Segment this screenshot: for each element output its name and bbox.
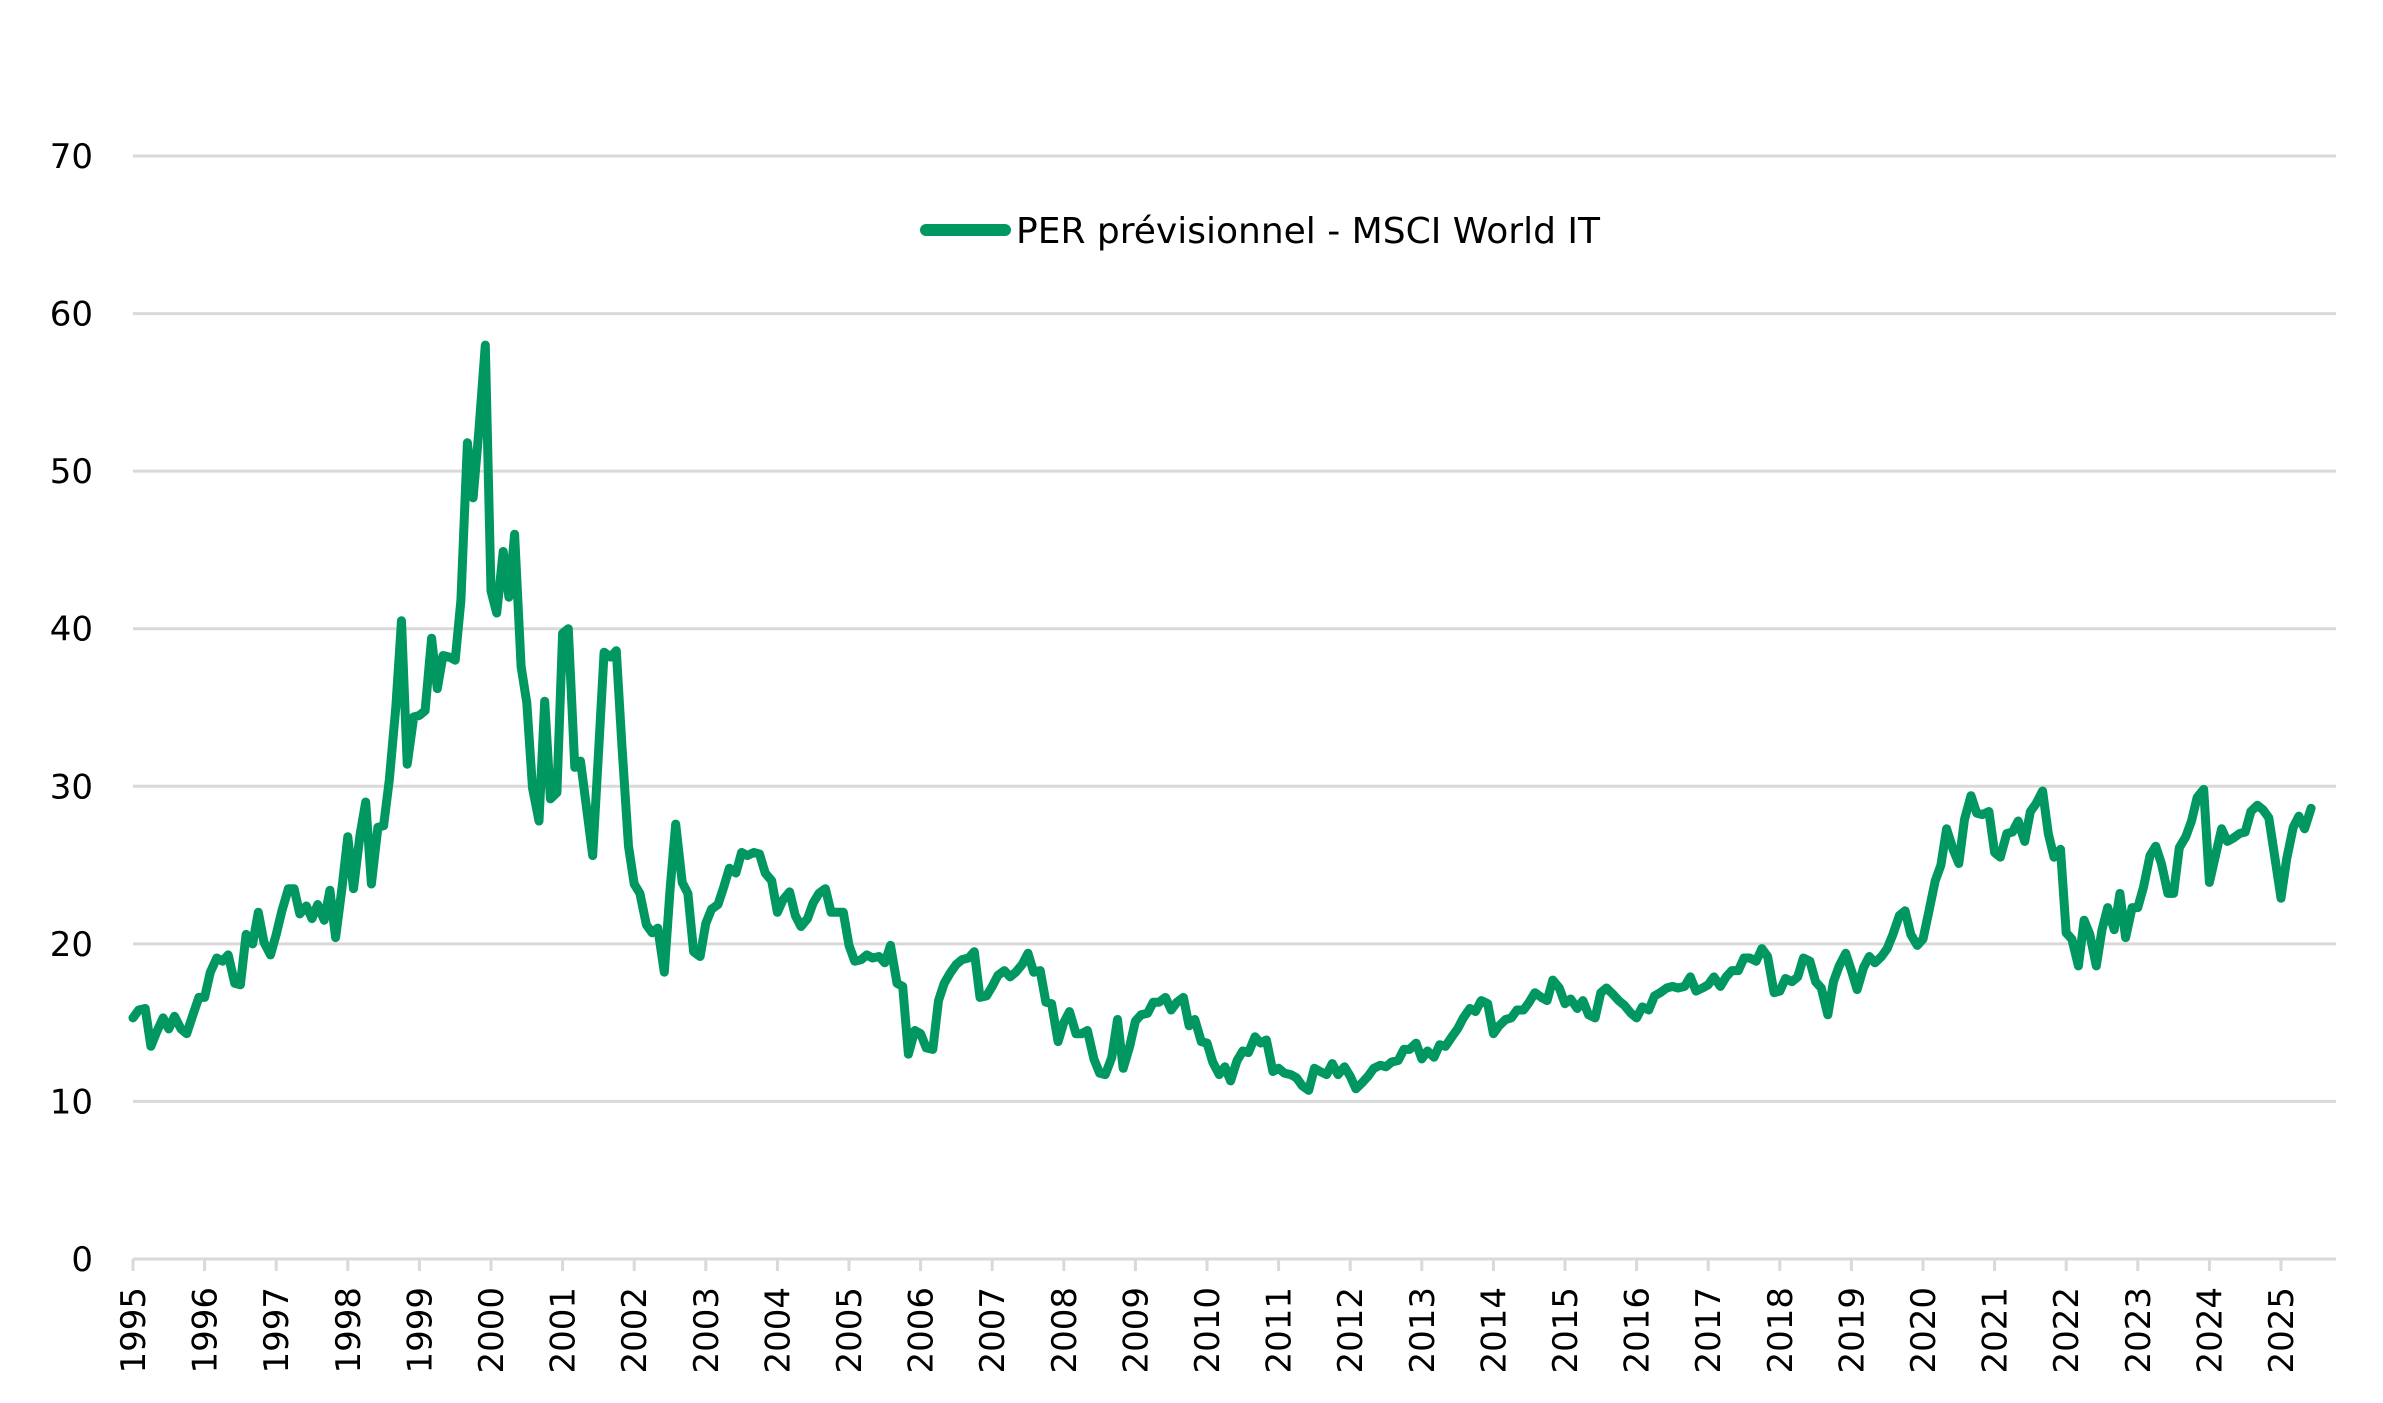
x-tick-label: 2009 xyxy=(1116,1287,1156,1374)
x-tick-label: 2002 xyxy=(615,1287,655,1374)
x-tick-label: 2025 xyxy=(2262,1287,2302,1374)
x-tick-label: 2021 xyxy=(1976,1287,2016,1374)
y-tick-label: 70 xyxy=(50,137,93,177)
x-tick-label: 2007 xyxy=(973,1287,1013,1374)
x-tick-label: 2001 xyxy=(544,1287,584,1374)
legend: PER prévisionnel - MSCI World IT xyxy=(920,211,1601,252)
series-layer xyxy=(128,340,2316,1095)
y-tick-label: 10 xyxy=(50,1082,93,1122)
x-tick-label: 2018 xyxy=(1761,1287,1801,1374)
x-tick-label: 2004 xyxy=(758,1287,798,1374)
x-tick-label: 2013 xyxy=(1403,1287,1443,1374)
x-tick-label: 2008 xyxy=(1045,1287,1085,1374)
x-tick-label: 2023 xyxy=(2119,1287,2159,1374)
legend-label: PER prévisionnel - MSCI World IT xyxy=(1016,211,1601,252)
x-tick-label: 1998 xyxy=(329,1287,369,1374)
x-tick-label: 2020 xyxy=(1904,1287,1944,1374)
x-tick-label: 2012 xyxy=(1331,1287,1371,1374)
x-tick-label: 2014 xyxy=(1474,1287,1514,1374)
y-tick-label: 30 xyxy=(50,767,93,807)
series-line xyxy=(128,340,2316,1095)
x-tick-label: 2019 xyxy=(1832,1287,1872,1374)
x-tick-label: 2016 xyxy=(1618,1287,1658,1374)
x-tick-label: 2006 xyxy=(902,1287,942,1374)
x-tick-label: 2010 xyxy=(1188,1287,1228,1374)
y-tick-label: 60 xyxy=(50,295,93,335)
x-tick-label: 2005 xyxy=(830,1287,870,1374)
x-tick-label: 1996 xyxy=(186,1287,226,1374)
y-tick-label: 40 xyxy=(50,610,93,650)
x-tick-label: 2011 xyxy=(1260,1287,1300,1374)
x-axis-tick-labels: 1995 1996 1997 1998 1999 2000 2001 2002 2003 2004… xyxy=(114,1287,2302,1374)
y-axis-tick-labels: 0 10 20 30 40 50 60 70 xyxy=(50,137,93,1280)
y-tick-label: 50 xyxy=(50,452,93,492)
gridlines xyxy=(133,154,2336,1103)
x-tick-label: 2024 xyxy=(2190,1287,2230,1374)
x-tick-label: 2003 xyxy=(687,1287,727,1374)
y-tick-label: 0 xyxy=(71,1240,93,1280)
x-tick-label: 1995 xyxy=(114,1287,154,1374)
y-tick-label: 20 xyxy=(50,925,93,965)
x-tick-label: 2017 xyxy=(1689,1287,1729,1374)
x-tick-label: 2000 xyxy=(472,1287,512,1374)
x-tick-label: 2022 xyxy=(2047,1287,2087,1374)
x-tick-label: 1997 xyxy=(257,1287,297,1374)
x-axis xyxy=(131,1257,2336,1271)
x-tick-label: 2015 xyxy=(1546,1287,1586,1374)
x-tick-label: 1999 xyxy=(400,1287,440,1374)
